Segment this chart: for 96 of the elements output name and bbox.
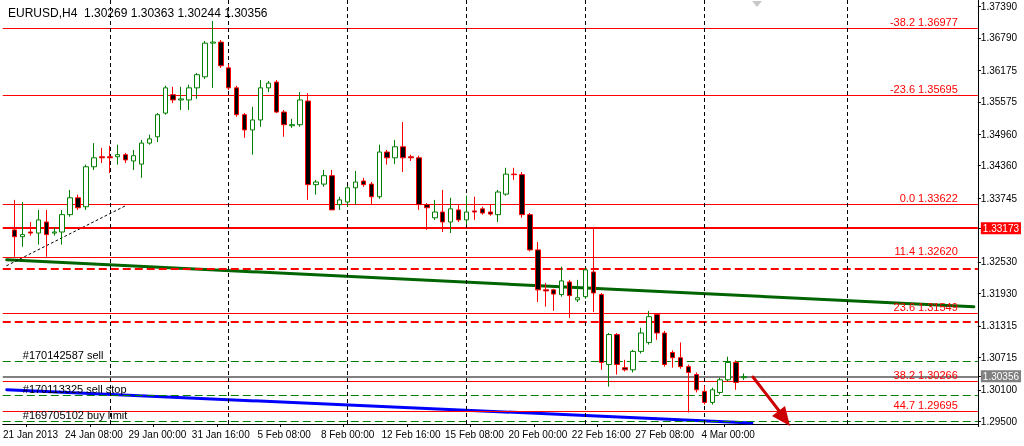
candlestick (147, 134, 152, 146)
candlestick (155, 112, 160, 143)
candlestick (575, 279, 580, 303)
candlestick (67, 189, 73, 218)
y-tick-label: 1.30100 (980, 384, 1018, 396)
x-tick-label: 31 Jan 16:00 (191, 428, 251, 440)
ref-line-label: -23.6 1.35695 (889, 82, 958, 95)
candlestick (163, 85, 168, 116)
candlestick (131, 149, 136, 171)
candlestick (202, 40, 208, 80)
candlestick (115, 144, 120, 166)
candlestick (36, 209, 41, 246)
candlestick (99, 147, 105, 164)
ref-line-label: 44.7 1.29695 (893, 398, 958, 411)
x-tick-label: 22 Feb 16:00 (571, 428, 632, 440)
candlestick (91, 142, 97, 171)
ref-line-label: 0.0 1.33622 (899, 192, 958, 205)
ref-line-label: #169705102 buy limit (22, 408, 128, 421)
candlestick (52, 227, 57, 237)
candlestick (717, 377, 723, 396)
y-tick-label: 1.31315 (980, 320, 1018, 332)
candlestick (297, 91, 303, 128)
candlestick (741, 373, 747, 381)
candlestick (543, 282, 549, 308)
candlestick (281, 109, 287, 138)
y-tick-label: 1.33173 (982, 222, 1020, 234)
x-tick-label: 21 Jan 2013 (2, 428, 59, 440)
candlestick (123, 152, 128, 164)
candlestick (353, 170, 358, 206)
x-tick-label: 12 Feb 16:00 (381, 428, 441, 440)
y-tick-label: 1.29500 (980, 415, 1018, 427)
candlestick (551, 288, 556, 312)
candlestick (448, 197, 453, 234)
candlestick (361, 177, 366, 188)
candlestick (337, 196, 342, 211)
y-tick-label: 1.31930 (980, 288, 1018, 300)
y-tick-label: 1.34960 (980, 128, 1018, 140)
candlestick (495, 189, 501, 223)
y-tick-label: 1.33745 (980, 192, 1018, 204)
y-tick-label: 1.34360 (980, 160, 1018, 172)
y-tick-label: 1.36175 (980, 64, 1018, 76)
candlestick (289, 118, 295, 129)
candlestick (662, 330, 667, 368)
candlestick (638, 327, 644, 355)
candlestick (83, 164, 89, 211)
y-tick-label: 1.30715 (980, 351, 1018, 363)
candlestick (345, 185, 350, 208)
candlestick (464, 195, 469, 226)
candlestick (210, 20, 216, 89)
candlestick (503, 167, 509, 197)
candlestick (670, 349, 675, 369)
x-tick-label: 5 Feb 08:00 (257, 428, 312, 440)
x-tick-label: 24 Jan 08:00 (65, 428, 124, 440)
x-tick-label: 20 Feb 00:00 (508, 428, 568, 440)
x-tick-label: 15 Feb 08:00 (444, 428, 505, 440)
candlestick (266, 80, 271, 93)
x-tick-label: 29 Jan 00:00 (128, 428, 187, 440)
candlestick (480, 206, 485, 216)
candlestick (400, 121, 406, 173)
y-tick-label: 1.30356 (982, 370, 1020, 382)
candlestick (559, 266, 564, 298)
text: EURUSD,H4 1.30269 1.30363 1.30244 1.30356 (8, 6, 268, 20)
candlestick (678, 341, 683, 370)
candlestick (59, 209, 65, 246)
candlestick (384, 149, 390, 166)
candlestick (139, 139, 144, 179)
x-tick-label: 27 Feb 08:00 (635, 428, 695, 440)
x-tick-label: 4 Mar 00:00 (701, 428, 756, 440)
x-tick-label: 8 Feb 00:00 (320, 428, 375, 440)
candlestick (583, 267, 588, 300)
candlestick (622, 359, 628, 372)
candlestick (313, 179, 319, 196)
ref-line-label: 11.4 1.32620 (894, 244, 958, 257)
y-tick-label: 1.37390 (980, 0, 1018, 12)
ref-line-label: -38.2 1.36977 (889, 15, 958, 28)
candlestick (392, 139, 398, 165)
y-tick-label: 1.32530 (980, 256, 1018, 268)
candlestick (511, 167, 517, 181)
y-tick-label: 1.36790 (980, 32, 1018, 44)
ref-line-label: #170142587 sell (22, 348, 104, 361)
candlestick (20, 201, 25, 248)
candlestick (377, 144, 382, 200)
candlestick (432, 199, 438, 221)
candlestick (408, 154, 414, 162)
candlestick (646, 310, 652, 346)
candlestick (321, 169, 327, 188)
candlestick (614, 332, 620, 376)
candlestick (242, 112, 247, 139)
candlestick (250, 106, 255, 156)
candlestick (194, 72, 200, 100)
candlestick (258, 79, 263, 128)
candlestick (218, 39, 224, 69)
candlestick (178, 86, 184, 111)
y-tick-label: 1.35575 (980, 96, 1018, 108)
ref-line-label: 38.2 1.30266 (893, 368, 958, 381)
candlestick (186, 84, 192, 111)
